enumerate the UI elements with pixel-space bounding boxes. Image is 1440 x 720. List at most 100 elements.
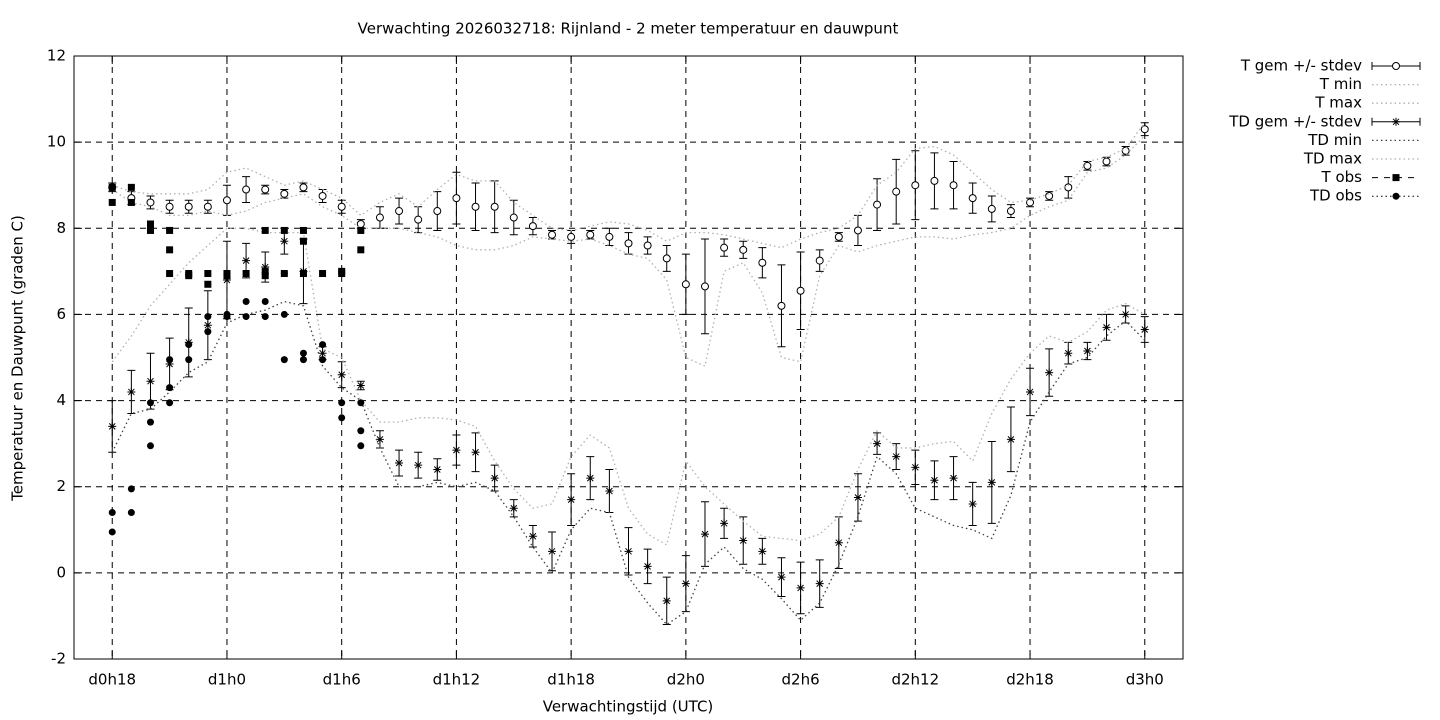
marker [643,241,652,250]
marker [204,280,212,288]
marker [548,547,557,556]
marker [681,280,690,289]
marker [318,191,327,200]
marker [222,275,231,284]
marker [853,226,862,235]
x-tick-label: d0h18 [88,671,136,689]
marker [815,579,824,588]
marker [108,183,116,191]
marker [357,399,365,407]
marker [605,487,614,496]
marker [223,313,231,321]
marker [395,459,404,468]
marker [758,547,767,556]
marker [261,272,269,280]
marker [968,499,977,508]
marker [1006,207,1015,216]
marker [643,562,652,571]
marker [452,194,461,203]
marker [299,226,307,234]
marker [185,270,193,278]
marker [433,207,442,216]
legend-item: T gem +/- stdev [1240,57,1421,75]
x-tick-label: d1h6 [323,671,361,689]
marker [108,528,116,536]
marker [108,422,117,431]
marker [127,485,135,493]
marker [299,183,308,192]
legend-item: TD min [1307,131,1420,149]
marker [261,298,269,306]
marker [987,204,996,213]
line [112,122,1146,249]
x-axis-label: Verwachtingstijd (UTC) [543,698,714,716]
marker [357,427,365,435]
marker [108,198,116,206]
marker [261,313,269,321]
marker [299,349,307,357]
marker [204,270,212,278]
x-tick-label: d1h12 [433,671,481,689]
marker [242,256,251,265]
marker [357,442,365,450]
marker [184,202,193,211]
line [111,300,1146,626]
legend-label: TD obs [1309,187,1362,205]
marker [1083,347,1092,356]
y-tick-label: 8 [56,219,66,237]
marker [299,356,307,364]
marker [528,222,537,231]
marker [338,270,346,278]
marker [662,596,671,605]
marker [185,341,193,349]
marker [1392,62,1400,70]
marker [166,226,174,234]
marker [395,207,404,216]
marker [1102,157,1111,166]
marker [700,530,709,539]
marker [280,189,289,198]
marker [949,474,958,483]
marker [280,237,289,246]
y-tick-label: -2 [51,650,66,668]
marker [471,448,480,457]
marker [280,270,288,278]
marker [834,232,843,241]
x-tick-label: d2h12 [891,671,939,689]
marker [968,194,977,203]
marker [375,213,384,222]
marker [796,583,805,592]
marker [146,399,154,407]
marker [1026,387,1035,396]
marker [146,198,155,207]
marker [681,579,690,588]
marker [471,202,480,211]
marker [1392,117,1400,126]
marker [165,359,174,368]
marker [1392,174,1400,182]
marker [1121,146,1130,155]
legend-item: TD max [1303,150,1420,168]
x-tick-label: d2h18 [1006,671,1054,689]
marker [1392,192,1400,200]
marker [1045,368,1054,377]
marker [203,321,212,330]
legend-item: T max [1314,94,1420,112]
line [111,135,1146,368]
marker [127,509,135,517]
marker [319,341,327,349]
legend-item: TD gem +/- stdev [1228,112,1421,130]
marker [127,183,135,191]
marker [166,270,174,278]
marker [242,298,250,306]
marker [777,301,786,310]
marker [720,519,729,528]
marker [319,270,327,278]
marker [166,384,174,392]
marker [261,267,269,275]
marker [528,532,537,541]
legend-item: TD obs [1309,187,1420,205]
marker [911,463,920,472]
legend-label: TD gem +/- stdev [1228,112,1362,130]
marker [1006,435,1015,444]
